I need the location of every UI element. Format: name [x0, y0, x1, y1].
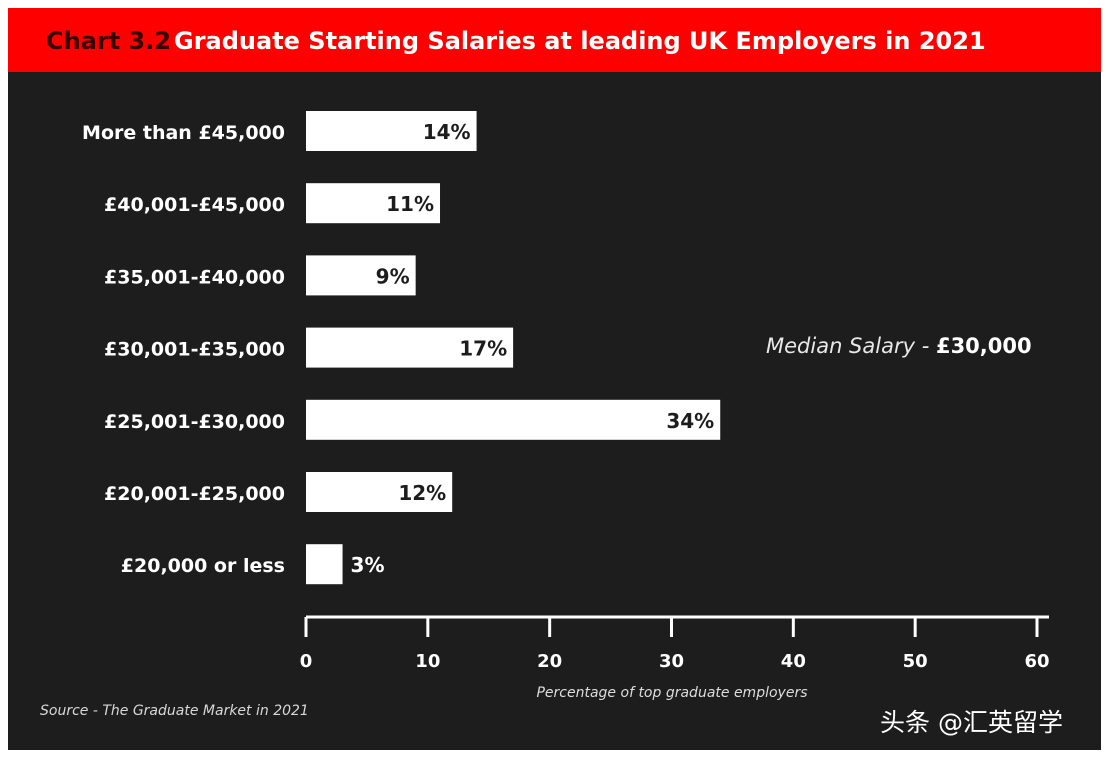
category-label-1: £40,001-£45,000: [104, 194, 285, 216]
chart-panel: [8, 8, 1101, 750]
source-note: Source - The Graduate Market in 2021: [40, 703, 309, 719]
x-axis-title: Percentage of top graduate employers: [536, 685, 807, 701]
x-tick-label-1: 10: [415, 651, 440, 672]
median-value: £30,000: [935, 334, 1032, 358]
data-label-1: 11%: [386, 192, 434, 216]
data-label-0: 14%: [423, 120, 471, 144]
data-label-2: 9%: [376, 264, 410, 288]
x-tick-label-5: 50: [903, 651, 928, 672]
watermark: 头条 @汇英留学: [880, 708, 1063, 737]
x-tick-label-6: 60: [1024, 651, 1049, 672]
bar-2: [306, 255, 416, 296]
bar-0: [306, 111, 477, 151]
bar-6: [306, 544, 343, 585]
x-tick-label-2: 20: [537, 651, 562, 672]
category-label-4: £25,001-£30,000: [104, 411, 285, 433]
chart-number: Chart 3.2: [46, 27, 172, 55]
category-label-6: £20,000 or less: [121, 555, 285, 577]
bars-group: More than £45,000 14% £40,001-£45,000 11% £3…: [82, 111, 721, 585]
data-label-3: 17%: [459, 337, 507, 361]
title-banner: [8, 8, 1101, 72]
x-tick-label-4: 40: [781, 651, 806, 672]
bar-3: [306, 327, 514, 368]
data-label-6: 3%: [351, 553, 385, 577]
bar-5: [306, 472, 453, 512]
median-label: Median Salary -: [766, 334, 936, 358]
bar-1: [306, 183, 441, 224]
x-tick-label-0: 0: [300, 651, 313, 672]
category-label-5: £20,001-£25,000: [104, 483, 285, 505]
category-label-0: More than £45,000: [82, 122, 285, 144]
data-label-5: 12%: [398, 481, 446, 505]
chart-title: Graduate Starting Salaries at leading UK…: [174, 27, 986, 55]
data-label-4: 34%: [666, 409, 714, 433]
bar-4: [306, 399, 721, 440]
category-label-3: £30,001-£35,000: [104, 339, 285, 361]
category-label-2: £35,001-£40,000: [104, 266, 285, 288]
median-annotation: Median Salary - £30,000: [766, 334, 1032, 358]
x-axis: 0 10 20 30 40 50 60 Percentage of top graduate …: [300, 615, 1050, 701]
x-tick-label-3: 30: [659, 651, 684, 672]
